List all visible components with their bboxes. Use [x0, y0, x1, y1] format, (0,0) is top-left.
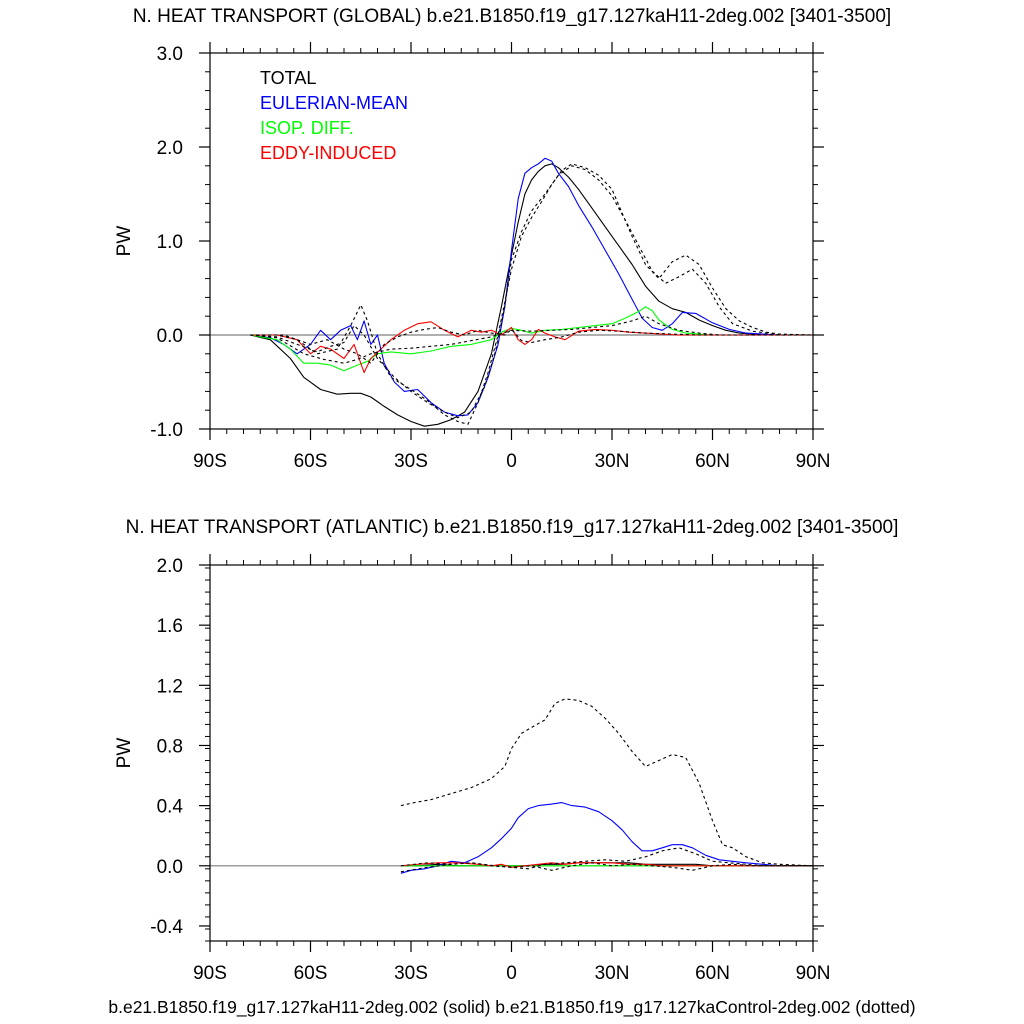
y-tick-label: -0.4 — [150, 917, 183, 938]
series-line-5 — [400, 847, 813, 873]
x-tick-label: 90N — [796, 451, 831, 472]
legend-entry: ISOP. DIFF. — [260, 118, 354, 138]
footer-caption: b.e21.B1850.f19_g17.127kaH11-2deg.002 (s… — [108, 997, 915, 1018]
x-tick-label: 90N — [796, 963, 831, 984]
y-tick-label: 0.0 — [157, 857, 183, 878]
x-tick-label: 60N — [695, 451, 730, 472]
y-axis-label: PW — [114, 226, 135, 257]
x-tick-label: 90S — [193, 451, 227, 472]
x-tick-label: 60S — [294, 451, 328, 472]
y-tick-label: 0.8 — [157, 736, 183, 757]
y-tick-label: 2.0 — [157, 138, 183, 159]
series-line-5 — [250, 165, 813, 419]
series-line-2 — [250, 306, 813, 372]
y-tick-label: 1.6 — [157, 616, 183, 637]
x-tick-label: 30N — [595, 451, 630, 472]
y-tick-label: 1.2 — [157, 676, 183, 697]
y-tick-label: -1.0 — [150, 420, 183, 441]
series-line-4 — [250, 163, 814, 425]
series-group — [250, 157, 814, 427]
y-tick-label: 0.4 — [157, 797, 184, 818]
legend-entry: EULERIAN-MEAN — [260, 93, 408, 113]
legend-entry: TOTAL — [260, 68, 316, 88]
x-tick-label: 30N — [595, 963, 630, 984]
y-tick-label: 1.0 — [157, 232, 183, 253]
y-tick-label: 2.0 — [157, 556, 183, 577]
x-tick-label: 0 — [506, 451, 517, 472]
x-tick-label: 30S — [394, 963, 428, 984]
x-tick-label: 60N — [695, 963, 730, 984]
global-panel: N. HEAT TRANSPORT (GLOBAL) b.e21.B1850.f… — [114, 6, 891, 472]
y-axis-label: PW — [114, 738, 135, 769]
y-tick-label: 3.0 — [157, 44, 183, 65]
series-line-4 — [400, 698, 814, 867]
series-group — [400, 698, 814, 874]
chart-title: N. HEAT TRANSPORT (GLOBAL) b.e21.B1850.f… — [133, 6, 891, 27]
y-tick-label: 0.0 — [157, 326, 183, 347]
legend: TOTAL EULERIAN-MEAN ISOP. DIFF. EDDY-INDUCE… — [260, 68, 408, 163]
x-tick-label: 60S — [294, 963, 328, 984]
series-line-1 — [250, 157, 813, 417]
series-line-1 — [400, 802, 813, 874]
series-line-7 — [250, 326, 813, 364]
atlantic-panel: N. HEAT TRANSPORT (ATLANTIC) b.e21.B1850… — [114, 517, 898, 984]
x-tick-label: 90S — [193, 963, 227, 984]
x-tick-label: 30S — [394, 451, 428, 472]
chart-title: N. HEAT TRANSPORT (ATLANTIC) b.e21.B1850… — [126, 517, 899, 538]
legend-entry: EDDY-INDUCED — [260, 143, 396, 163]
x-tick-label: 0 — [506, 963, 517, 984]
series-line-6 — [400, 862, 813, 871]
series-line-0 — [250, 163, 813, 427]
plot-frame — [209, 564, 814, 942]
